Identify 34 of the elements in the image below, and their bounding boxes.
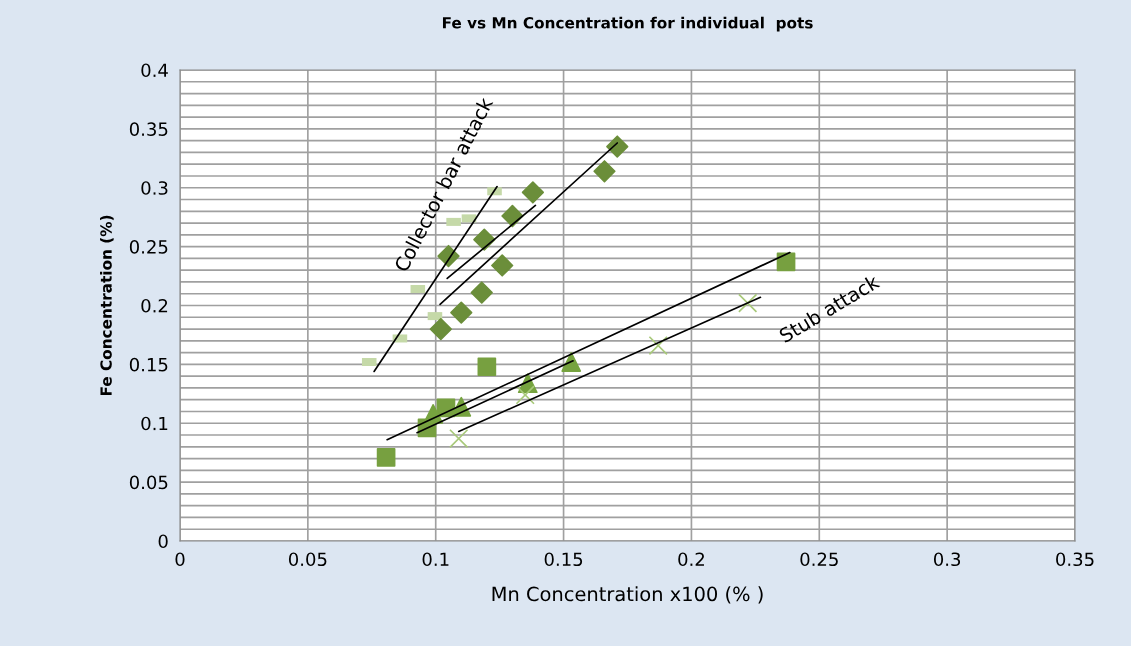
x-tick-label: 0.15	[544, 552, 583, 567]
chart-title: Fe vs Mn Concentration for individual pots	[442, 16, 813, 32]
y-tick-label: 0.4	[141, 63, 168, 78]
y-tick-label: 0.35	[129, 122, 168, 136]
point	[450, 301, 473, 324]
x-tick-label: 0.35	[1056, 552, 1094, 567]
x-tick-label: 0.25	[800, 552, 838, 567]
point	[449, 428, 469, 449]
y-tick-label: 0.3	[141, 181, 168, 195]
point	[593, 160, 616, 183]
point	[738, 293, 758, 313]
x-tick-label: 0	[175, 552, 185, 567]
point	[429, 317, 452, 341]
y-tick-label: 0.2	[141, 298, 168, 313]
x-axis-title: Mn Concentration x100 (% )	[492, 586, 763, 604]
point	[491, 254, 514, 277]
y-tick-label: 0.05	[129, 475, 168, 490]
y-axis-title: Fe Concentration (%)	[100, 215, 114, 396]
point	[648, 335, 668, 356]
point	[470, 281, 493, 304]
y-tick-label: 0.1	[141, 416, 168, 431]
point	[606, 135, 629, 158]
x-tick-label: 0.05	[288, 552, 327, 567]
point	[521, 181, 545, 204]
x-tick-label: 0.3	[933, 552, 961, 567]
point	[376, 448, 396, 467]
point	[501, 204, 524, 228]
point	[515, 385, 535, 405]
point	[477, 357, 497, 377]
x-tick-label: 0.2	[678, 552, 704, 567]
y-tick-label: 0.15	[129, 357, 168, 372]
y-tick-label: 0.25	[129, 240, 168, 254]
x-tick-label: 0.1	[422, 552, 449, 567]
y-tick-label: 0	[158, 534, 168, 549]
